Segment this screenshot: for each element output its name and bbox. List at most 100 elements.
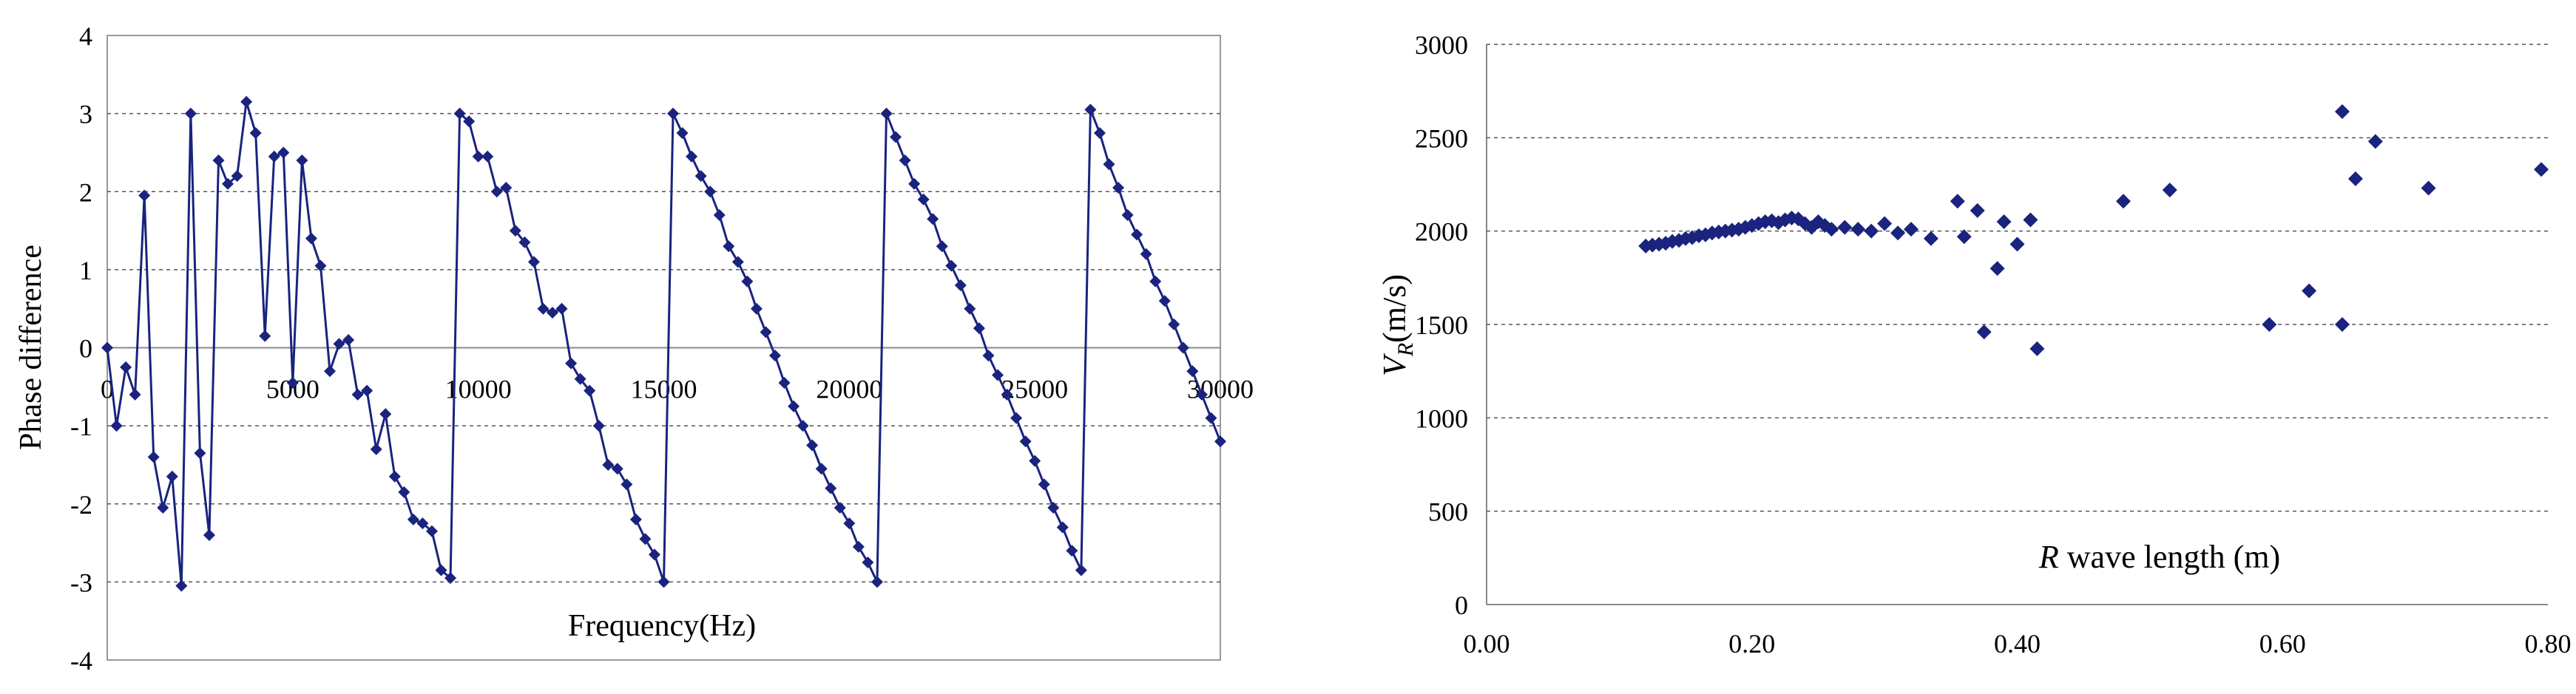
chart1-data-point — [806, 439, 819, 452]
chart1-data-point — [527, 256, 540, 268]
chart2-series — [1638, 103, 2549, 356]
chart1-data-point — [629, 513, 642, 525]
chart1-x-tick-labels: 0 5000 10000 15000 20000 25000 30000 — [101, 375, 1254, 404]
chart2-data-point — [1850, 222, 1866, 237]
chart2-y-tick-label: 0 — [1455, 591, 1468, 620]
chart1-data-point — [547, 306, 558, 319]
chart1-data-point — [741, 275, 754, 288]
chart1-data-point — [351, 388, 364, 401]
chart1-data-point — [936, 240, 948, 253]
chart1-data-point — [723, 240, 735, 253]
chart1-data-point — [509, 225, 521, 237]
chart1-data-point — [927, 213, 939, 225]
chart1-data-point — [407, 513, 419, 525]
chart1-data-point — [686, 150, 698, 163]
chart1-data-point — [1112, 181, 1125, 194]
chart2-x-axis-label-text: wave length (m) — [2059, 539, 2280, 575]
chart1-data-point — [166, 470, 178, 483]
chart1-data-point — [129, 388, 141, 401]
chart1-data-point — [788, 400, 800, 412]
chart1-data-point — [101, 341, 113, 354]
chart1-data-point — [1075, 564, 1087, 576]
chart1-data-point — [1186, 365, 1199, 378]
chart2-y-tick-labels: 0 500 1000 1500 2000 2500 3000 — [1415, 30, 1468, 620]
chart1-data-point — [1205, 412, 1217, 424]
chart1-data-point — [1158, 295, 1171, 307]
chart1-data-point — [1177, 341, 1189, 354]
chart1-data-point — [259, 330, 271, 342]
chart1-data-point — [157, 502, 169, 514]
chart1-data-point — [639, 533, 652, 545]
chart1-x-tick-label: 20000 — [816, 375, 882, 404]
chart2-data-point — [2302, 283, 2317, 299]
chart2-data-point — [1923, 231, 1938, 246]
chart1-data-point — [964, 302, 976, 315]
chart1-y-tick-label: -4 — [70, 646, 92, 676]
chart1-data-point — [945, 259, 958, 272]
chart2-data-point — [1970, 203, 1985, 218]
chart1-data-point — [342, 333, 355, 346]
chart2-y-tick-label: 2000 — [1415, 217, 1468, 247]
chart1-data-point — [324, 365, 336, 378]
chart2-data-point — [1956, 229, 1972, 245]
chart1-data-point — [574, 372, 586, 385]
chart1-x-tick-label: 10000 — [445, 375, 512, 404]
chart1-data-point — [490, 186, 503, 198]
chart1-data-point — [667, 107, 680, 120]
chart1-data-point — [862, 556, 874, 568]
chart2-data-point — [2421, 180, 2436, 196]
chart2-y-tick-label: 2500 — [1415, 123, 1468, 153]
chart1-data-point — [481, 150, 494, 163]
chart1-x-tick-label: 15000 — [631, 375, 697, 404]
chart1-data-point — [500, 181, 513, 194]
chart1-data-point — [370, 443, 382, 455]
chart1-x-tick-label: 30000 — [1187, 375, 1254, 404]
chart1-data-point — [398, 486, 410, 498]
chart1-data-point — [1149, 275, 1162, 288]
chart1-y-tick-labels: -4 -3 -2 -1 0 1 2 3 4 — [70, 21, 92, 676]
chart1-data-point — [286, 377, 299, 389]
chart1-data-point — [537, 302, 550, 315]
chart2-data-point — [2023, 212, 2038, 228]
chart1-data-point — [880, 107, 893, 120]
chart1-data-point — [1001, 388, 1013, 401]
chart1-data-point — [110, 420, 123, 432]
chart1-data-point — [917, 193, 930, 205]
chart1-data-point — [834, 502, 846, 514]
chart2-x-tick-label: 0.20 — [1728, 629, 1775, 659]
chart2-data-point — [1990, 261, 2005, 276]
chart2-data-point — [2162, 183, 2177, 198]
chart1-x-tick-label: 25000 — [1001, 375, 1068, 404]
chart1-y-tick-label: 4 — [79, 21, 92, 51]
chart1-data-point — [184, 107, 197, 120]
chart2-data-point — [1824, 222, 1839, 237]
chart1-data-point — [1140, 248, 1152, 260]
chart1-data-point — [1019, 435, 1032, 448]
chart1-data-point — [852, 540, 865, 553]
chart1-y-tick-label: 0 — [79, 334, 92, 364]
chart1-data-point — [592, 420, 605, 432]
chart1-data-point — [1066, 545, 1078, 557]
chart2-y-axis-label-var: V — [1376, 353, 1413, 376]
chart1-data-point — [425, 525, 438, 537]
chart2-y-axis-label: VR(m/s) — [1376, 274, 1418, 376]
chart2-data-point — [1950, 194, 1965, 209]
chart1-data-point — [657, 576, 670, 588]
chart1-data-point — [1010, 412, 1023, 424]
chart2-x-tick-label: 0.60 — [2259, 629, 2306, 659]
chart1-data-point — [769, 350, 781, 362]
chart2-x-tick-label: 0.40 — [1994, 629, 2041, 659]
chart1-data-point — [388, 470, 401, 483]
chart1-y-tick-label: 1 — [79, 256, 92, 285]
chart1-data-point — [120, 361, 132, 373]
chart2-data-point — [1877, 216, 1893, 231]
chart2-data-point — [1996, 214, 2012, 230]
chart2-x-tick-label: 0.00 — [1464, 629, 1510, 659]
chart1-data-point — [648, 548, 660, 561]
chart1-data-point — [778, 377, 791, 389]
chart1-data-point — [194, 447, 206, 460]
chart2-data-point — [1890, 225, 1906, 241]
chart2-data-point — [2029, 341, 2045, 356]
